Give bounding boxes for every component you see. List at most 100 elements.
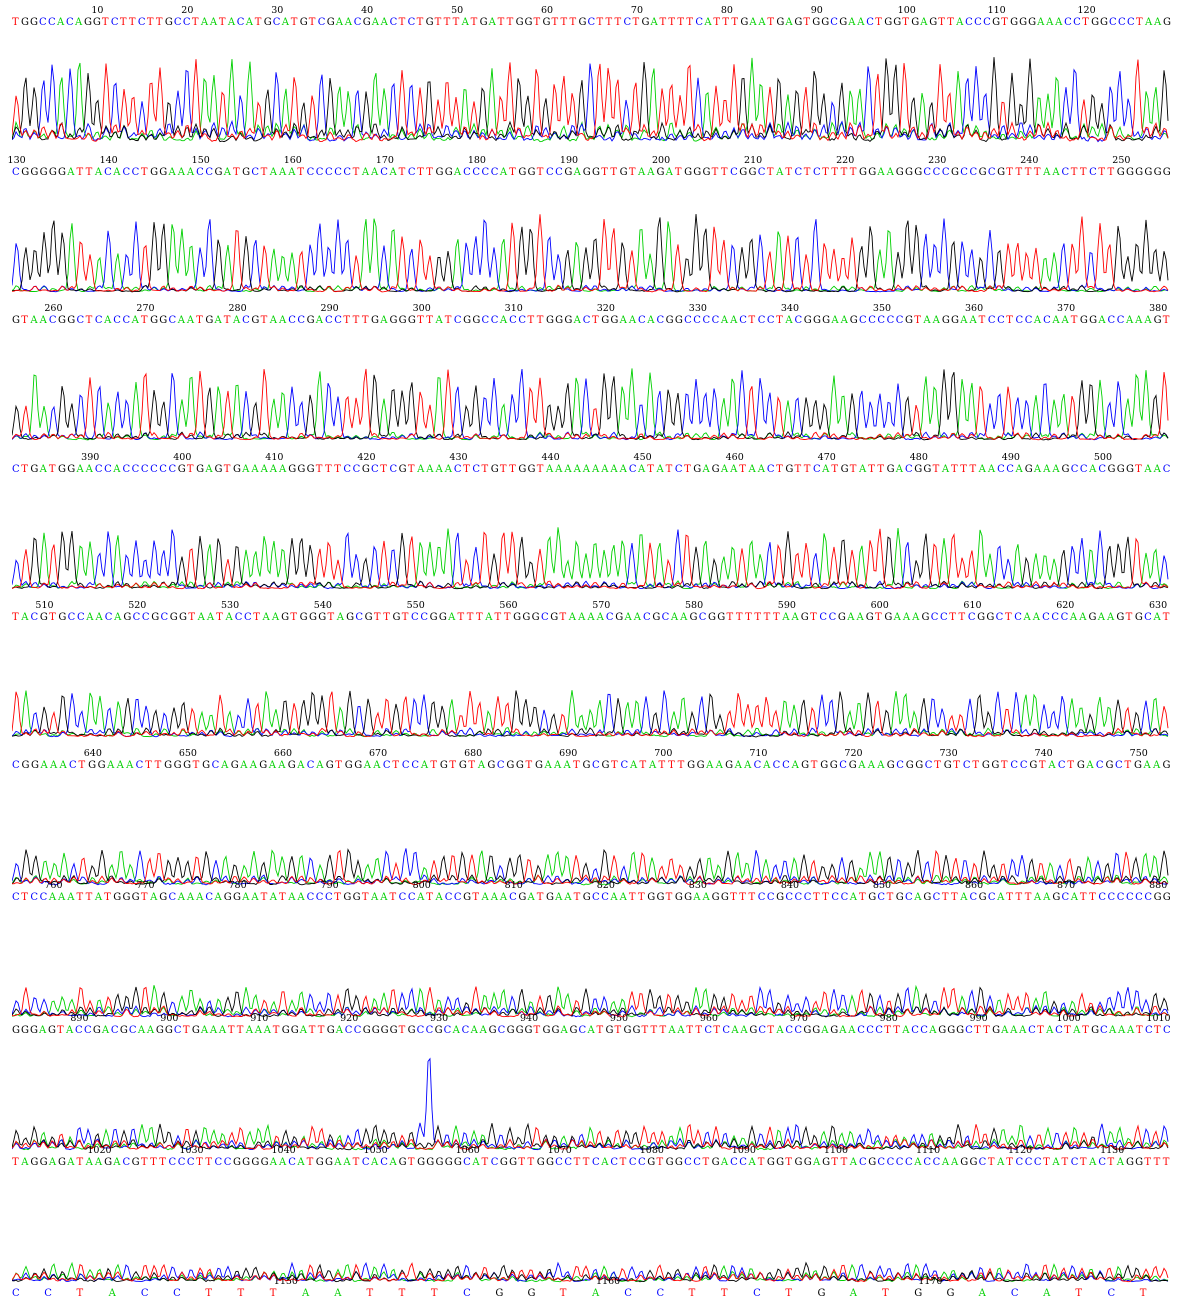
base-call: C: [518, 315, 526, 326]
base-call: A: [1125, 315, 1134, 326]
base-call: G: [12, 315, 20, 326]
tick-label: 510: [35, 600, 54, 611]
base-call: C: [967, 612, 976, 623]
tick-label: 1090: [731, 1145, 756, 1156]
base-call: C: [122, 315, 131, 326]
position-ticks: 1150 1160 1170: [0, 1276, 1187, 1287]
base-call: A: [596, 612, 604, 623]
base-call: C: [223, 1157, 232, 1168]
base-call: G: [997, 167, 1006, 178]
base-call: G: [527, 167, 536, 178]
base-call: A: [344, 17, 352, 28]
base-call: G: [1079, 315, 1088, 326]
base-call: T: [949, 612, 956, 623]
base-call: G: [488, 1025, 497, 1036]
base-call: G: [951, 167, 960, 178]
base-call: T: [401, 612, 409, 623]
base-call: A: [831, 315, 839, 326]
base-call: A: [242, 464, 250, 475]
base-call: T: [56, 1025, 64, 1036]
base-call: C: [656, 315, 665, 326]
base-call: C: [355, 612, 364, 623]
base-call: C: [704, 1025, 713, 1036]
base-call: A: [656, 464, 664, 475]
base-call: C: [730, 1157, 738, 1168]
base-call: A: [776, 1025, 784, 1036]
base-call: C: [932, 167, 941, 178]
tick-label: 1030: [179, 1145, 204, 1156]
base-call: C: [582, 315, 591, 326]
base-call: A: [1154, 17, 1162, 28]
base-call: C: [702, 315, 711, 326]
base-call: G: [290, 1025, 299, 1036]
tick-label: 720: [844, 748, 863, 759]
base-call: C: [1125, 892, 1134, 903]
base-call: T: [196, 1157, 203, 1168]
base-call: T: [463, 464, 470, 475]
base-call: C: [461, 1025, 470, 1036]
base-call: A: [245, 1025, 254, 1036]
tick-label: 930: [430, 1013, 449, 1024]
base-call: G: [29, 17, 38, 28]
base-call: T: [934, 760, 941, 771]
base-call: A: [1061, 315, 1069, 326]
base-call: C: [722, 1025, 731, 1036]
base-call: C: [83, 1025, 92, 1036]
base-call: G: [173, 760, 182, 771]
trace-plot: [12, 527, 1169, 590]
base-call: C: [766, 315, 775, 326]
base-call: G: [1100, 17, 1109, 28]
base-call: T: [726, 612, 734, 623]
base-call: A: [94, 1157, 103, 1168]
base-call: C: [244, 612, 252, 623]
base-call: C: [94, 464, 103, 475]
base-call: A: [477, 760, 486, 771]
base-call: T: [101, 17, 109, 28]
base-call: G: [343, 892, 352, 903]
base-call: T: [722, 17, 730, 28]
base-call: C: [122, 167, 131, 178]
base-call: G: [1061, 464, 1070, 475]
base-call: A: [269, 892, 277, 903]
base-call: G: [992, 17, 1001, 28]
trace-A-series: [12, 57, 1169, 143]
base-call: T: [104, 892, 111, 903]
base-call: C: [1070, 1157, 1079, 1168]
base-call: A: [373, 760, 381, 771]
base-call: A: [334, 1157, 342, 1168]
base-call: T: [974, 1025, 981, 1036]
base-call: A: [748, 464, 756, 475]
base-call: G: [868, 892, 877, 903]
base-call: T: [1107, 1157, 1115, 1168]
tick-label: 550: [406, 600, 425, 611]
base-call: G: [318, 612, 327, 623]
base-call: G: [615, 612, 624, 623]
base-call: C: [1024, 315, 1033, 326]
base-call: T: [352, 315, 360, 326]
base-call: G: [711, 1157, 720, 1168]
base-call: T: [536, 892, 544, 903]
base-call: C: [141, 612, 150, 623]
base-call: G: [740, 17, 749, 28]
base-call: T: [1162, 612, 1170, 623]
tick-label: 1170: [918, 1276, 943, 1287]
base-call: G: [812, 315, 821, 326]
base-call: G: [1134, 612, 1143, 623]
tick-label: 170: [375, 155, 394, 166]
base-call: A: [278, 760, 286, 771]
tick-label: 1150: [273, 1276, 298, 1287]
base-call: T: [150, 1157, 157, 1168]
base-call: C: [12, 167, 20, 178]
base-call: G: [202, 760, 211, 771]
base-call: A: [116, 760, 124, 771]
base-call: C: [794, 892, 803, 903]
base-call: T: [325, 464, 332, 475]
base-call: C: [1100, 1025, 1108, 1036]
base-call: T: [1082, 1025, 1089, 1036]
base-call: A: [1037, 17, 1045, 28]
base-call: A: [1033, 464, 1042, 475]
base-call: T: [938, 17, 945, 28]
base-call: A: [610, 892, 618, 903]
base-call: G: [92, 1025, 101, 1036]
base-call: G: [849, 315, 858, 326]
